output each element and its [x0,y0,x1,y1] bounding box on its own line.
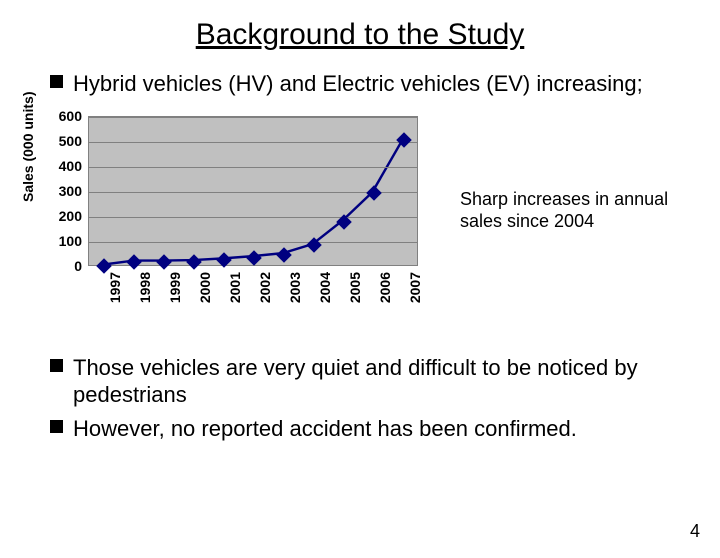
x-tick-labels: 1997 1998 1999 2000 2001 2002 2003 2004 2005 2006… [88,272,418,332]
y-tick: 600 [50,108,82,124]
plot-area [88,116,418,266]
sales-chart: Sales (000 units) 0100200300400500600 19… [0,108,720,338]
page-number: 4 [690,521,700,542]
bullet-text: Those vehicles are very quiet and diffic… [73,354,680,409]
square-bullet-icon [50,75,63,88]
bullet-item-1: Hybrid vehicles (HV) and Electric vehicl… [0,70,720,98]
x-tick: 2000 [197,272,213,303]
bullet-text: Hybrid vehicles (HV) and Electric vehicl… [73,70,643,98]
bullet-item-3: However, no reported accident has been c… [0,415,720,443]
y-axis-label: Sales (000 units) [20,91,36,202]
x-tick: 1997 [107,272,123,303]
x-tick: 2004 [317,272,333,303]
x-tick: 1999 [167,272,183,303]
x-tick: 2006 [377,272,393,303]
y-tick: 400 [50,158,82,174]
y-tick: 100 [50,233,82,249]
x-tick: 2002 [257,272,273,303]
bullet-text: However, no reported accident has been c… [73,415,577,443]
bullet-item-2: Those vehicles are very quiet and diffic… [0,354,720,409]
square-bullet-icon [50,359,63,372]
gridline [89,242,417,243]
x-tick: 1998 [137,272,153,303]
slide-title: Background to the Study [0,18,720,52]
gridline [89,142,417,143]
gridline [89,117,417,118]
y-tick: 300 [50,183,82,199]
x-tick: 2003 [287,272,303,303]
y-tick: 200 [50,208,82,224]
x-tick: 2005 [347,272,363,303]
y-tick: 500 [50,133,82,149]
x-tick: 2001 [227,272,243,303]
gridline [89,217,417,218]
square-bullet-icon [50,420,63,433]
gridline [89,167,417,168]
chart-annotation: Sharp increases in annual sales since 20… [460,188,700,233]
x-tick: 2007 [407,272,423,303]
y-tick: 0 [50,258,82,274]
